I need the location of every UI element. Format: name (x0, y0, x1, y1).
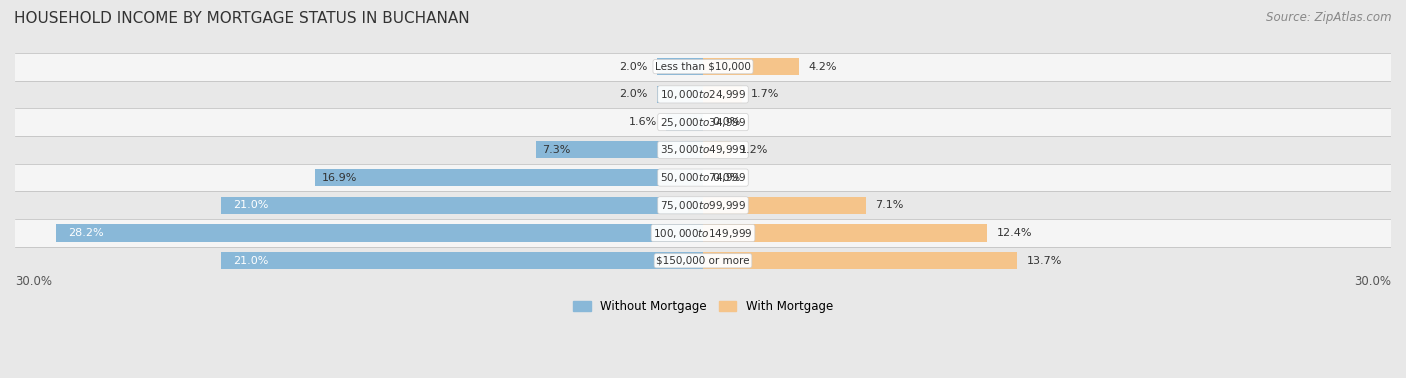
Bar (703, 58, 800, 75)
Bar (221, 197, 703, 214)
Text: $10,000 to $24,999: $10,000 to $24,999 (659, 88, 747, 101)
Text: $25,000 to $34,999: $25,000 to $34,999 (659, 116, 747, 129)
Text: Source: ZipAtlas.com: Source: ZipAtlas.com (1267, 11, 1392, 24)
Text: $75,000 to $99,999: $75,000 to $99,999 (659, 199, 747, 212)
Bar (15, 81, 1391, 108)
Bar (221, 252, 703, 270)
Bar (703, 197, 866, 214)
Bar (657, 86, 703, 103)
Text: 0.0%: 0.0% (713, 173, 741, 183)
Bar (703, 225, 987, 242)
Bar (703, 141, 731, 158)
Text: 12.4%: 12.4% (997, 228, 1032, 238)
Text: $100,000 to $149,999: $100,000 to $149,999 (654, 226, 752, 240)
Bar (15, 108, 1391, 136)
Bar (56, 225, 703, 242)
Text: 16.9%: 16.9% (322, 173, 357, 183)
Text: $50,000 to $74,999: $50,000 to $74,999 (659, 171, 747, 184)
Bar (15, 53, 1391, 81)
Bar (15, 219, 1391, 247)
Bar (703, 86, 742, 103)
Text: 1.2%: 1.2% (740, 145, 768, 155)
Text: $150,000 or more: $150,000 or more (657, 256, 749, 266)
Text: 4.2%: 4.2% (808, 62, 837, 72)
Text: 0.0%: 0.0% (713, 117, 741, 127)
Text: 7.1%: 7.1% (875, 200, 904, 210)
Text: $35,000 to $49,999: $35,000 to $49,999 (659, 143, 747, 156)
Bar (666, 113, 703, 131)
Bar (15, 164, 1391, 191)
Text: HOUSEHOLD INCOME BY MORTGAGE STATUS IN BUCHANAN: HOUSEHOLD INCOME BY MORTGAGE STATUS IN B… (14, 11, 470, 26)
Text: 21.0%: 21.0% (233, 256, 269, 266)
Text: 1.6%: 1.6% (628, 117, 657, 127)
Bar (315, 169, 703, 186)
Bar (15, 191, 1391, 219)
Text: 13.7%: 13.7% (1026, 256, 1062, 266)
Bar (657, 58, 703, 75)
Text: 21.0%: 21.0% (233, 200, 269, 210)
Bar (15, 247, 1391, 275)
Text: 28.2%: 28.2% (67, 228, 104, 238)
Text: Less than $10,000: Less than $10,000 (655, 62, 751, 72)
Text: 7.3%: 7.3% (543, 145, 571, 155)
Text: 30.0%: 30.0% (1354, 275, 1391, 288)
Bar (703, 252, 1017, 270)
Bar (536, 141, 703, 158)
Text: 30.0%: 30.0% (15, 275, 52, 288)
Bar (15, 136, 1391, 164)
Text: 2.0%: 2.0% (620, 62, 648, 72)
Text: 2.0%: 2.0% (620, 89, 648, 99)
Legend: Without Mortgage, With Mortgage: Without Mortgage, With Mortgage (568, 295, 838, 318)
Text: 1.7%: 1.7% (751, 89, 779, 99)
